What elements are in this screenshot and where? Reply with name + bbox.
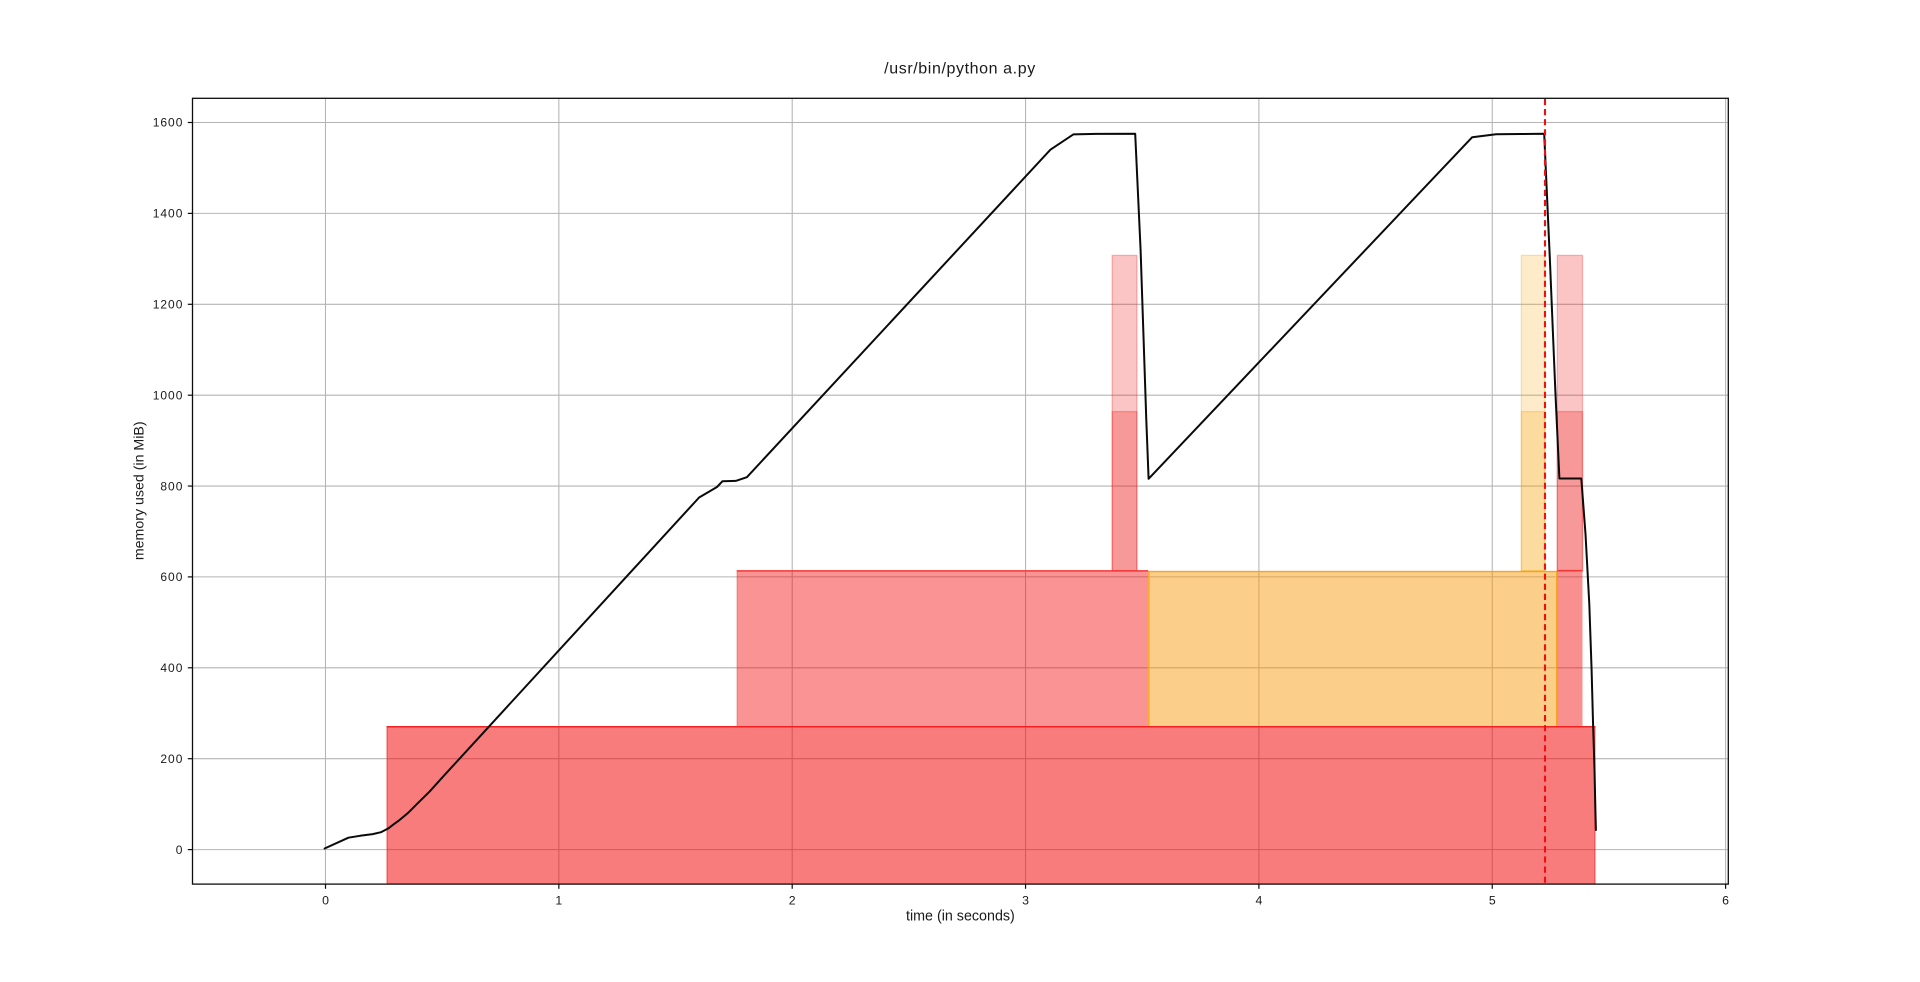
svg-text:/usr/bin/python a.py: /usr/bin/python a.py [884,61,1036,78]
svg-text:600: 600 [160,570,183,584]
svg-text:1200: 1200 [153,298,184,312]
svg-text:1: 1 [555,893,562,907]
svg-text:200: 200 [160,752,183,766]
svg-text:0: 0 [322,893,329,907]
svg-text:2: 2 [789,893,796,907]
svg-text:1600: 1600 [153,116,184,130]
svg-text:4: 4 [1255,893,1262,907]
svg-text:time (in seconds): time (in seconds) [906,909,1015,925]
svg-text:1000: 1000 [153,388,184,402]
svg-text:6: 6 [1722,893,1729,907]
svg-text:3: 3 [1022,893,1029,907]
svg-text:5: 5 [1489,893,1496,907]
svg-text:800: 800 [160,479,183,493]
svg-text:memory used (in MiB): memory used (in MiB) [131,421,147,560]
svg-text:1400: 1400 [153,207,184,221]
svg-text:0: 0 [176,843,184,857]
svg-text:400: 400 [160,661,183,675]
